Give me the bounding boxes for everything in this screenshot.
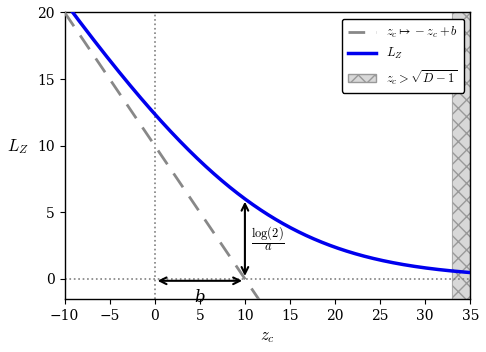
X-axis label: $z_c$: $z_c$ [260,328,275,345]
Y-axis label: $L_Z$: $L_Z$ [7,137,29,156]
Text: $\dfrac{\log(2)}{a}$: $\dfrac{\log(2)}{a}$ [251,224,285,253]
Legend: $z_c \mapsto -z_c + b$, $L_Z$, $z_c > \sqrt{D-1}$: $z_c \mapsto -z_c + b$, $L_Z$, $z_c > \s… [342,19,464,93]
Text: b: b [194,289,205,306]
